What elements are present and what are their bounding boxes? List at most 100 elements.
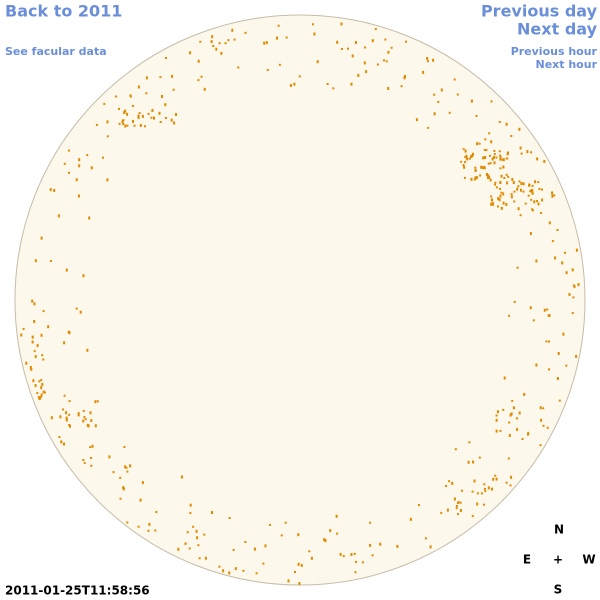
- facular-point: [465, 154, 468, 158]
- facular-point: [36, 344, 39, 348]
- facular-point: [347, 47, 349, 50]
- facular-point: [77, 412, 80, 415]
- facular-point: [506, 157, 509, 160]
- facular-point: [121, 119, 124, 123]
- facular-point: [462, 164, 465, 167]
- facular-point: [86, 348, 89, 352]
- facular-point: [418, 504, 420, 507]
- facular-point: [453, 497, 456, 501]
- facular-point: [565, 271, 568, 275]
- facular-point: [339, 552, 342, 556]
- facular-point: [34, 384, 37, 388]
- facular-point: [139, 123, 142, 127]
- facular-point: [41, 354, 44, 357]
- facular-point: [215, 47, 218, 51]
- facular-point: [106, 120, 109, 124]
- facular-point: [353, 552, 356, 555]
- facular-point: [125, 466, 128, 469]
- facular-point: [495, 186, 498, 189]
- previous-day-link[interactable]: Previous day: [481, 2, 598, 21]
- facular-point: [171, 74, 174, 78]
- facular-point: [153, 116, 155, 120]
- facular-point: [218, 565, 221, 568]
- facular-point: [522, 182, 525, 186]
- facular-point: [475, 176, 478, 180]
- facular-point: [197, 544, 200, 547]
- facular-point: [126, 124, 129, 127]
- facular-point: [126, 112, 129, 116]
- facular-point: [568, 293, 571, 296]
- facular-point: [390, 46, 393, 49]
- facular-point: [112, 471, 115, 474]
- facular-point: [25, 361, 28, 365]
- facular-point: [83, 416, 86, 419]
- facular-point: [42, 358, 45, 361]
- facular-point: [118, 107, 120, 110]
- facular-point: [126, 470, 129, 473]
- facular-point: [451, 481, 454, 485]
- facular-point: [503, 376, 506, 380]
- facular-point: [499, 429, 502, 432]
- facular-point: [547, 314, 550, 317]
- facular-point: [545, 340, 548, 343]
- facular-point: [32, 379, 35, 383]
- facular-point: [137, 85, 140, 89]
- facular-point: [132, 119, 134, 123]
- facular-point: [82, 459, 85, 461]
- facular-point: [531, 208, 533, 211]
- facular-point: [492, 477, 495, 481]
- facular-point: [141, 481, 144, 485]
- facular-point: [40, 386, 43, 390]
- facular-point: [489, 162, 492, 165]
- facular-point: [355, 560, 357, 563]
- next-hour-link[interactable]: Next hour: [536, 58, 598, 71]
- facular-point: [508, 421, 511, 424]
- facular-point: [505, 481, 508, 484]
- facular-point: [37, 396, 40, 398]
- facular-point: [474, 168, 477, 172]
- facular-point: [137, 114, 140, 118]
- facular-point: [137, 525, 140, 528]
- facular-point: [354, 41, 357, 44]
- facular-point: [506, 181, 509, 185]
- facular-point: [520, 188, 522, 192]
- facular-point: [371, 39, 374, 43]
- facular-point: [244, 541, 247, 543]
- facular-point: [298, 582, 301, 585]
- facular-point: [455, 505, 458, 507]
- facular-data-link[interactable]: See facular data: [5, 45, 107, 58]
- facular-point: [34, 355, 37, 359]
- facular-point: [558, 399, 561, 402]
- back-link[interactable]: Back to 2011: [5, 2, 122, 21]
- facular-point: [489, 178, 492, 182]
- facular-point: [84, 418, 87, 421]
- facular-point: [513, 190, 516, 193]
- facular-point: [33, 302, 36, 306]
- facular-point: [264, 544, 267, 548]
- next-day-link[interactable]: Next day: [517, 20, 598, 39]
- facular-point: [491, 201, 494, 205]
- facular-point: [541, 188, 543, 191]
- facular-point: [39, 396, 42, 399]
- facular-point: [457, 501, 460, 504]
- facular-point: [472, 460, 475, 464]
- facular-point: [165, 57, 167, 59]
- facular-point: [515, 417, 518, 420]
- facular-point: [57, 214, 60, 218]
- previous-hour-link[interactable]: Previous hour: [511, 45, 598, 58]
- facular-point: [67, 330, 70, 334]
- facular-point: [222, 569, 225, 573]
- facular-point: [224, 42, 227, 45]
- facular-point: [90, 166, 93, 170]
- facular-point: [361, 561, 364, 564]
- facular-point: [508, 434, 511, 437]
- facular-point: [159, 121, 162, 123]
- facular-point: [524, 202, 527, 205]
- facular-point: [285, 36, 288, 39]
- facular-point: [210, 40, 213, 44]
- facular-point: [365, 70, 368, 74]
- facular-point: [535, 363, 538, 367]
- facular-point: [63, 341, 66, 345]
- facular-point: [457, 513, 459, 516]
- facular-point: [203, 87, 206, 91]
